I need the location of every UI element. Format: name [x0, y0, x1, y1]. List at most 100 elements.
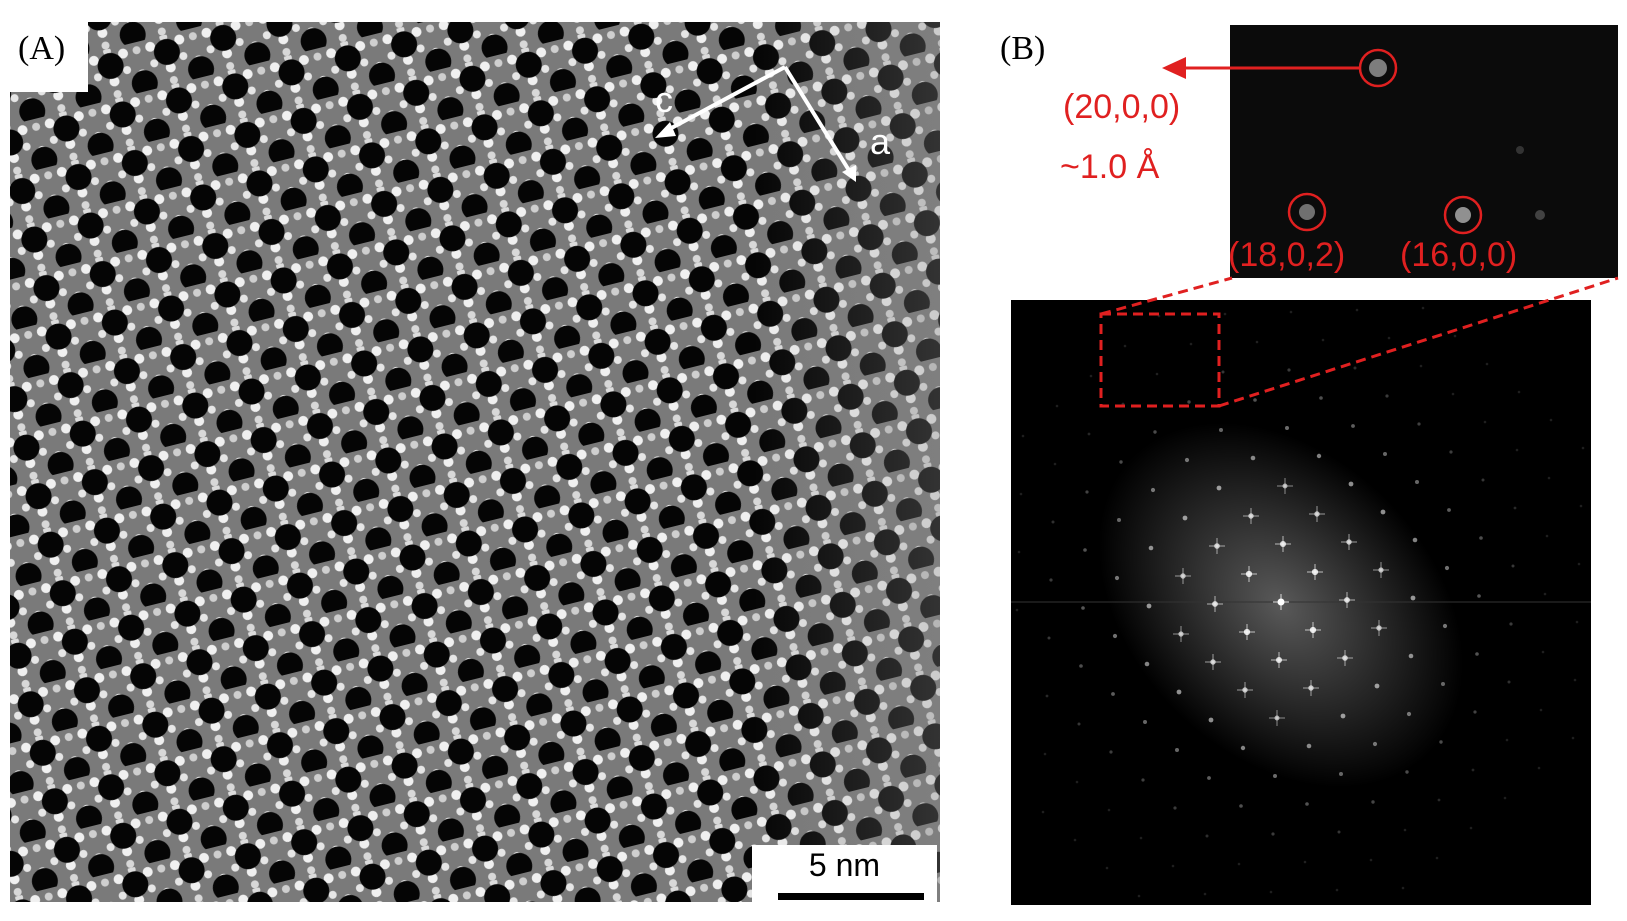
fft-spot: [1089, 374, 1093, 378]
fft-spot: [1303, 860, 1307, 864]
fft-spot: [1412, 537, 1418, 543]
fft-spot: [1144, 661, 1150, 667]
panel-a-label: (A): [18, 30, 66, 67]
fft-spot: [1545, 534, 1549, 538]
fft-spot: [1253, 398, 1257, 402]
fft-spot: [1369, 858, 1373, 862]
fft-spot: [1273, 774, 1277, 778]
fft-spot: [1353, 366, 1357, 370]
fft-spot: [1239, 804, 1243, 808]
fft-spot: [1043, 752, 1047, 756]
fft-spot: [1123, 344, 1127, 348]
fft-spot: [1021, 434, 1025, 438]
fft-spot: [1581, 446, 1585, 450]
fft-spot: [1173, 806, 1177, 810]
fft-spot: [1435, 856, 1439, 860]
fft-spot: [1285, 426, 1289, 430]
fft-spot: [1287, 368, 1291, 372]
fft-spot: [1112, 633, 1118, 639]
fft-spot: [1319, 396, 1323, 400]
fft-spot: [1339, 772, 1343, 776]
fft-spot: [1176, 689, 1182, 695]
fft-spot: [1441, 682, 1445, 686]
label-background: [10, 22, 88, 92]
fft-spot: [1207, 776, 1211, 780]
fft-spot: [1119, 460, 1123, 464]
fft-spot: [1041, 810, 1045, 814]
spot-label-16-0-0: (16,0,0): [1400, 236, 1518, 274]
fft-spot: [1515, 448, 1519, 452]
fft-spot: [1184, 457, 1190, 463]
fft-spot: [1171, 864, 1175, 868]
fft-spot: [1503, 796, 1507, 800]
fft-spot: [1049, 578, 1053, 582]
fft-spot: [1250, 455, 1256, 461]
fft-spot: [1415, 480, 1419, 484]
fft-spot: [1335, 888, 1339, 892]
fft-spot: [1351, 424, 1355, 428]
fft-spot: [1137, 894, 1141, 898]
fft-spot: [1117, 518, 1121, 522]
fft-spot: [1187, 400, 1191, 404]
fft-spot: [1337, 830, 1341, 834]
fft-spot: [1255, 340, 1259, 344]
fft-spot: [1473, 710, 1477, 714]
scale-bar: 5 nm: [752, 845, 937, 921]
fft-spot: [1453, 334, 1457, 338]
fft-spot: [1148, 545, 1154, 551]
fft-spot: [1269, 890, 1273, 894]
fft-spot: [1139, 836, 1143, 840]
fft-spot: [1517, 390, 1521, 394]
fft-spot: [1419, 364, 1423, 368]
spot-circle-top: [1358, 48, 1398, 88]
fft-spot: [1114, 575, 1120, 581]
fft-spot: [1579, 504, 1583, 508]
panel-b-label: (B): [1000, 30, 1046, 67]
fft-spot: [1047, 636, 1051, 640]
fft-spot: [1385, 394, 1389, 398]
fft-spot: [1305, 802, 1309, 806]
fft-spot: [1077, 722, 1081, 726]
spot-label-20-0-0: (20,0,0): [1063, 88, 1181, 126]
fft-spot: [1444, 565, 1450, 571]
fft-spot: [1469, 826, 1473, 830]
fft-spot: [1511, 564, 1515, 568]
lattice-pattern: c a: [10, 22, 940, 902]
fft-spot: [1105, 866, 1109, 870]
fft-spot: [1208, 717, 1214, 723]
fft-spot: [1513, 506, 1517, 510]
fft-spot: [1017, 550, 1021, 554]
fft-spot: [1547, 476, 1551, 480]
fft-spot: [1289, 310, 1293, 314]
fft-spot: [1483, 420, 1487, 424]
fft-spot: [1410, 595, 1416, 601]
fft-spot: [1421, 306, 1425, 310]
lattice-direction-arrows: c a: [655, 65, 891, 182]
fft-spot: [1219, 428, 1223, 432]
fft-spot: [1107, 808, 1111, 812]
fft-spot: [1153, 430, 1157, 434]
spot-label-18-0-2: (18,0,2): [1228, 236, 1346, 274]
fft-spot: [1374, 683, 1380, 689]
fft-spot: [1571, 736, 1575, 740]
fft-spot: [1237, 862, 1241, 866]
direction-c-label: c: [655, 79, 673, 120]
fft-spot: [1141, 778, 1145, 782]
fft-spot: [1475, 652, 1479, 656]
fft-spot: [1371, 800, 1375, 804]
fft-spot: [1442, 623, 1448, 629]
spot-circle-right: [1443, 195, 1483, 235]
fft-spot: [1051, 520, 1055, 524]
fft-spot: [1573, 678, 1577, 682]
fft-spot: [1150, 487, 1156, 493]
fft-spot: [1223, 312, 1227, 316]
fft-spot: [1306, 743, 1312, 749]
fft-spot: [1274, 715, 1280, 721]
fft-spot: [1175, 748, 1179, 752]
fft-spot: [1019, 492, 1023, 496]
fft-spot: [1406, 711, 1412, 717]
fft-spot: [1271, 832, 1275, 836]
fft-spot: [1479, 536, 1483, 540]
fft-spot: [1216, 485, 1222, 491]
fft-spot: [1549, 418, 1553, 422]
